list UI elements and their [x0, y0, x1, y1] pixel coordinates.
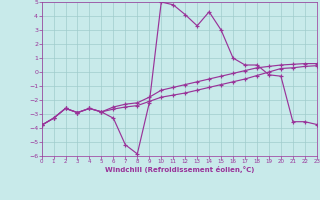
X-axis label: Windchill (Refroidissement éolien,°C): Windchill (Refroidissement éolien,°C): [105, 166, 254, 173]
